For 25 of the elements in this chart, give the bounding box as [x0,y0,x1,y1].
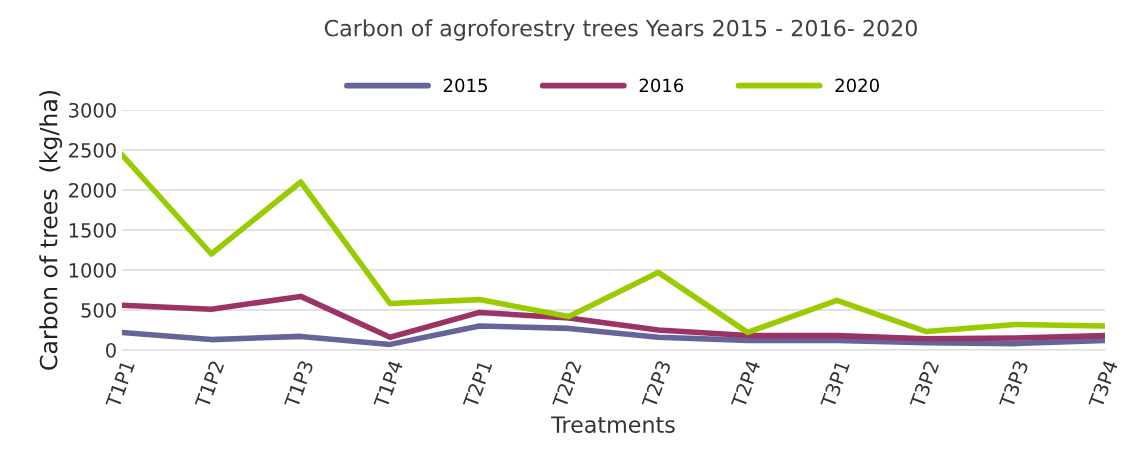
legend-label: 2016 [639,78,684,93]
x-tick-label: T1P3 [283,359,314,409]
x-tick-label: T2P4 [730,359,761,409]
x-tick-label: T1P1 [105,360,135,409]
y-tick-label: 2500 [69,142,116,158]
x-tick-label: T1P2 [194,360,225,409]
y-tick-label: 500 [81,302,116,318]
x-tick-label: T3P1 [820,360,850,409]
x-tick-label: T1P4 [373,359,404,409]
x-tick-label: T3P3 [998,359,1029,409]
legend-label: 2015 [443,78,487,93]
x-tick-label: T2P2 [552,360,582,409]
y-tick-label: 2000 [69,182,116,198]
x-tick-label: T2P3 [641,359,672,409]
chart-title: Carbon of agroforestry trees Years 2015 - 2016- 2020 [324,19,917,41]
legend-label: 2020 [835,78,879,93]
y-tick-label: 1500 [69,222,116,238]
x-tick-label: T2P1 [462,360,493,409]
y-tick-label: 3000 [69,102,116,118]
x-tick-label: T3P4 [1088,359,1119,409]
x-axis-title: Treatments [551,416,675,433]
y-tick-label: 0 [106,342,116,358]
x-tick-label: T3P2 [909,360,940,409]
y-axis-title: Carbon of trees (kg/ha) [39,90,63,370]
y-tick-label: 1000 [69,262,116,278]
